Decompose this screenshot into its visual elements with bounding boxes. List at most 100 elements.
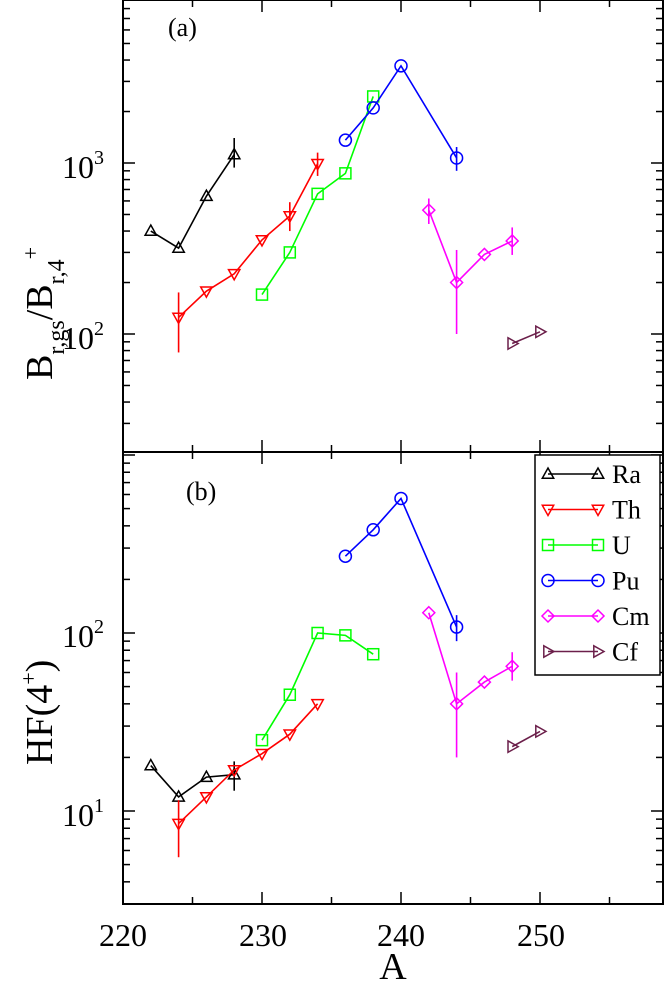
point-a-cf-248	[507, 336, 520, 351]
legend-u-marker-left	[541, 538, 555, 552]
ylabel-a-sup2: +	[18, 247, 43, 259]
legend-pu-marker-left	[541, 573, 555, 588]
legend-cf-marker-left	[543, 644, 556, 659]
xtick-240: 240	[377, 917, 425, 953]
ytick-a-10e3-exp: 3	[94, 147, 104, 169]
point-a-pu-238	[366, 101, 380, 115]
point-b-u-230	[255, 733, 269, 747]
point-b-th-228	[227, 765, 242, 778]
point-a-cf-250	[535, 324, 548, 339]
point-b-ra-222	[143, 758, 158, 771]
point-a-th-232	[282, 211, 297, 224]
panel-a-series	[143, 59, 548, 353]
point-a-u-232	[283, 246, 297, 259]
point-a-th-228	[227, 268, 242, 282]
series-b-th-line	[178, 703, 319, 825]
panel-b-series	[143, 491, 548, 858]
series-a-ra-line	[150, 154, 235, 250]
point-a-ra-226	[199, 188, 214, 202]
ylabel-b-sup: +	[16, 672, 41, 684]
point-b-ra-226	[199, 769, 214, 783]
point-a-th-230	[255, 234, 269, 248]
point-b-th-234	[310, 698, 325, 712]
point-a-ra-222	[143, 223, 158, 236]
point-b-cf-248	[507, 739, 520, 754]
point-a-u-236	[339, 167, 352, 180]
point-b-cm-248	[505, 659, 520, 674]
legend-box	[534, 454, 661, 676]
point-b-cm-244	[449, 696, 464, 711]
point-b-pu-240	[394, 491, 408, 506]
point-a-u-230	[255, 288, 269, 301]
ytick-a-10e2-base: 10	[62, 320, 94, 356]
point-a-th-224	[171, 312, 186, 325]
ylabel-a-sub2: r,4	[44, 259, 70, 284]
point-b-cf-250	[535, 724, 548, 739]
series-b-u-line	[261, 632, 374, 741]
legend-ra-marker-right	[591, 466, 605, 479]
legend-ra-marker-left	[541, 466, 555, 479]
legend-u-label: U	[612, 531, 631, 560]
xtick-230: 230	[239, 917, 287, 953]
legend-th-marker-right	[591, 504, 605, 518]
legend-th-label: Th	[612, 496, 641, 525]
legend-cm-marker-left	[540, 608, 556, 624]
legend-th-marker-left	[541, 504, 555, 518]
point-a-ra-224	[171, 240, 186, 254]
ytick-b-10e2: 102	[62, 616, 104, 654]
point-b-u-238	[366, 647, 380, 661]
ylabel-b-main: HF(4	[19, 685, 61, 765]
point-b-th-232	[282, 729, 297, 742]
xtick-220: 220	[99, 917, 147, 953]
series-b-cm-line	[428, 612, 513, 706]
ylabel-b-end: )	[19, 660, 61, 673]
ytick-a-10e3-base: 10	[62, 149, 94, 185]
ylabel-a-mid: /B	[19, 284, 61, 320]
ytick-a-10e2: 102	[62, 318, 104, 356]
ytick-b-10e2-base: 10	[62, 618, 94, 654]
ytick-a-10e3: 103	[62, 147, 104, 185]
point-a-pu-240	[394, 59, 408, 73]
point-a-th-234	[310, 158, 325, 172]
point-b-u-232	[283, 688, 297, 701]
point-b-pu-238	[366, 523, 380, 537]
point-b-th-224	[171, 818, 186, 832]
legend-cf-marker-right	[593, 644, 606, 659]
ytick-b-10e1: 101	[62, 795, 104, 833]
point-b-th-226	[199, 791, 214, 805]
point-b-u-236	[339, 629, 352, 642]
series-b-pu-line	[344, 496, 458, 628]
ylabel-a-main: B	[19, 355, 61, 380]
panel-a-label: (a)	[168, 13, 197, 42]
y-axis-label-b: HF(4+)	[16, 660, 61, 765]
legend: Ra Th U Pu Cm Cf	[534, 454, 661, 676]
panel-a-frame	[122, 0, 664, 453]
panel-b-label: (b)	[186, 477, 216, 506]
legend-ra-label: Ra	[612, 460, 641, 489]
series-a-th-line	[178, 163, 319, 319]
series-b-ra-line	[150, 765, 235, 798]
point-b-u-234	[311, 626, 324, 640]
point-a-th-226	[199, 286, 214, 299]
point-a-cm-244	[449, 275, 464, 290]
ytick-b-10e1-base: 10	[62, 797, 94, 833]
point-b-th-230	[255, 748, 269, 762]
series-a-cm-line	[428, 209, 513, 284]
panel-b-frame	[122, 451, 664, 905]
ytick-b-10e2-exp: 2	[94, 616, 104, 638]
legend-cm-marker-right	[590, 608, 606, 624]
legend-cf-label: Cf	[612, 638, 638, 667]
point-a-cm-248	[505, 233, 520, 249]
point-a-cm-246	[477, 247, 492, 262]
point-b-cm-246	[477, 675, 492, 690]
point-b-cm-242	[421, 605, 436, 620]
point-b-pu-244	[449, 620, 464, 634]
point-a-u-234	[311, 187, 324, 201]
legend-pu-label: Pu	[612, 567, 639, 596]
point-a-cm-242	[421, 203, 436, 218]
legend-cm-label: Cm	[612, 602, 650, 631]
y-axis-label-a: Br,gs/Br,4+	[18, 247, 70, 380]
point-a-pu-236	[338, 133, 353, 147]
